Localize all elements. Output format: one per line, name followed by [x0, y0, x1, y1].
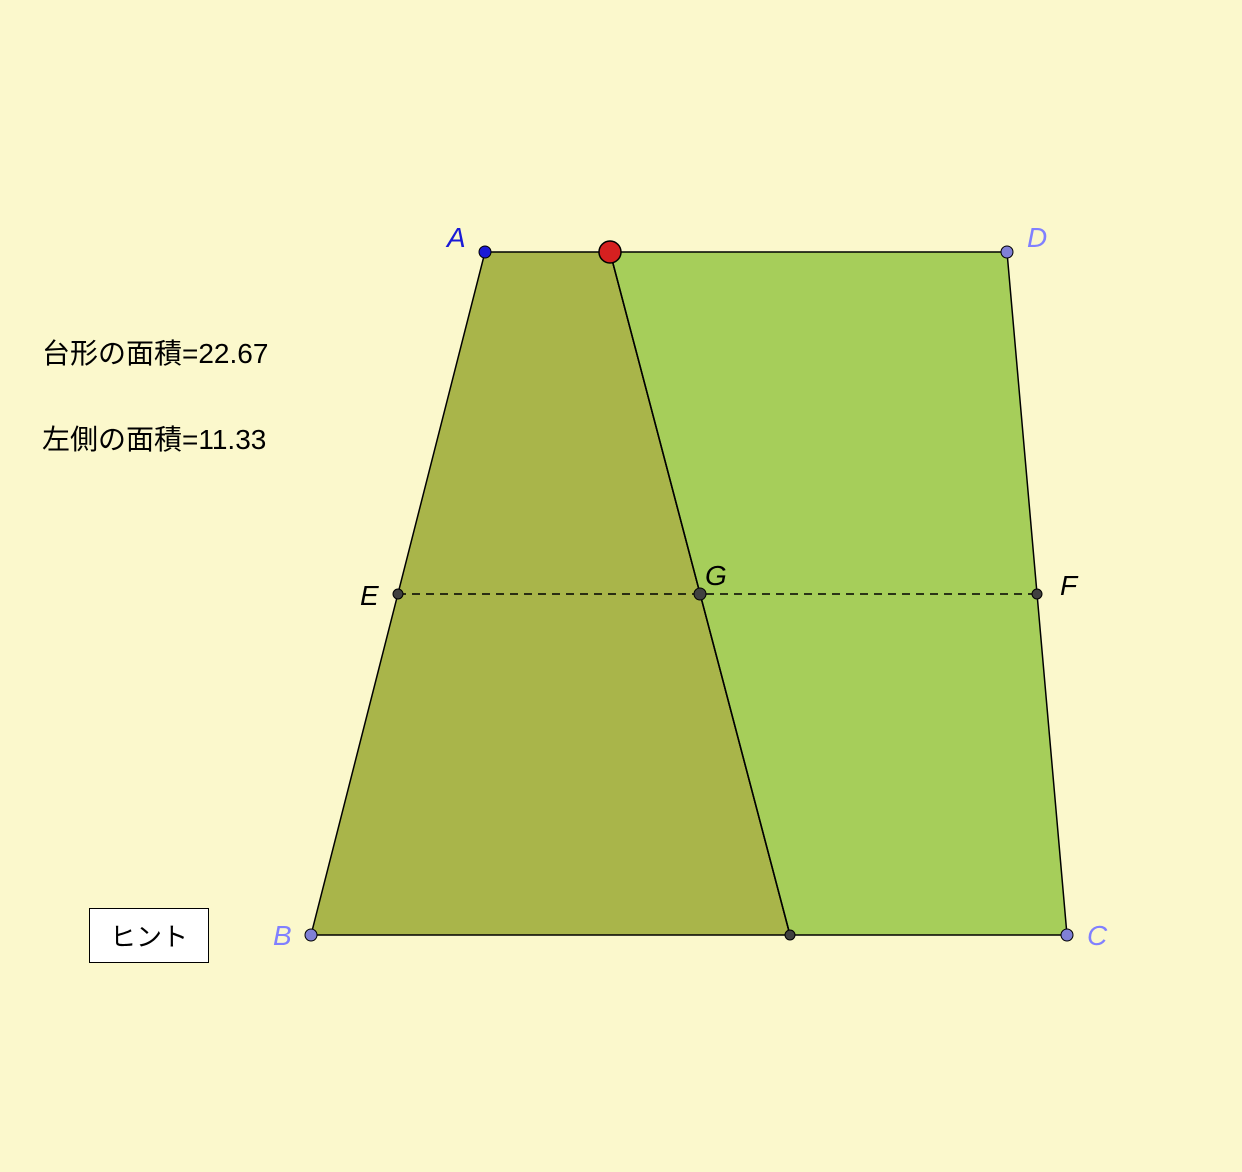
point-p-red[interactable]	[599, 241, 621, 263]
point-b[interactable]	[305, 929, 317, 941]
label-e: E	[360, 580, 379, 612]
label-f: F	[1060, 570, 1077, 602]
point-a[interactable]	[479, 246, 491, 258]
label-d: D	[1027, 222, 1047, 254]
point-d[interactable]	[1001, 246, 1013, 258]
label-g: G	[705, 560, 727, 592]
label-a: A	[447, 222, 466, 254]
point-e	[393, 589, 403, 599]
point-f	[1032, 589, 1042, 599]
label-c: C	[1087, 920, 1107, 952]
point-c[interactable]	[1061, 929, 1073, 941]
trapezoid-area-text: 台形の面積=22.67	[42, 332, 268, 372]
point-q-bottom	[785, 930, 795, 940]
left-area-text: 左側の面積=11.33	[42, 418, 266, 458]
label-b: B	[273, 920, 292, 952]
hint-button[interactable]: ヒント	[89, 908, 209, 963]
geometry-canvas	[0, 0, 1242, 1172]
